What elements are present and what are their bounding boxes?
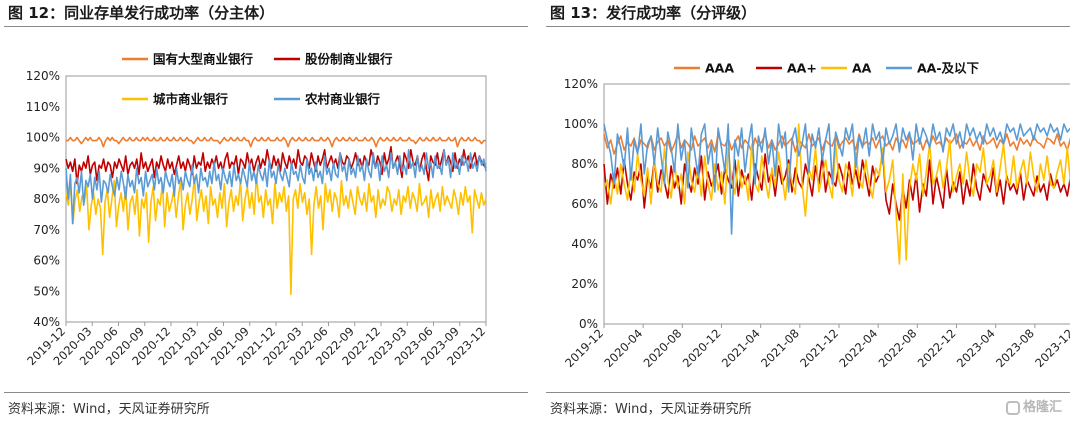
line-chart-by-entity: 40%50%60%70%80%90%100%110%120%2019-12202…	[24, 52, 488, 369]
y-tick-label: 60%	[571, 197, 598, 211]
legend-label: 农村商业银行	[304, 92, 381, 107]
x-tick-label: 2019-12	[562, 326, 606, 370]
x-tick-label: 2023-08	[993, 326, 1037, 370]
y-tick-label: 40%	[571, 237, 598, 251]
series-line	[603, 123, 1070, 235]
watermark: 格隆汇	[1005, 396, 1062, 415]
hexagon-logo-icon	[1005, 400, 1020, 415]
x-tick-label: 2020-04	[601, 326, 645, 370]
x-tick-label: 2023-12	[1032, 326, 1070, 370]
x-tick-label: 2020-08	[641, 326, 685, 370]
x-tick-label: 2022-08	[876, 326, 920, 370]
y-tick-label: 70%	[33, 223, 60, 237]
x-tick-label: 2021-04	[719, 326, 763, 370]
watermark-text: 格隆汇	[1022, 400, 1062, 415]
y-tick-label: 110%	[26, 100, 60, 114]
y-tick-label: 120%	[564, 77, 598, 91]
series-line	[65, 149, 487, 225]
y-tick-label: 80%	[33, 192, 60, 206]
figure-title: 图 13：发行成功率（分评级）	[550, 4, 757, 22]
x-tick-label: 2021-08	[758, 326, 802, 370]
legend-label: 股份制商业银行	[305, 52, 393, 67]
plot-frame	[603, 83, 1070, 325]
legend-label: AAA	[705, 61, 734, 76]
x-tick-label: 2022-12	[915, 326, 959, 370]
legend-label: AA	[852, 61, 872, 76]
source-divider	[4, 392, 528, 393]
series-line	[65, 173, 487, 296]
x-tick-label: 2021-12	[797, 326, 841, 370]
y-tick-label: 20%	[571, 277, 598, 291]
legend-label: AA-及以下	[917, 61, 980, 76]
y-tick-label: 120%	[26, 69, 60, 83]
figure-title: 图 12：同业存单发行成功率（分主体）	[8, 4, 275, 22]
line-chart-by-rating: 0%20%40%60%80%100%120%2019-122020-042020…	[562, 61, 1070, 370]
series-line	[603, 123, 1070, 265]
legend-label: 国有大型商业银行	[153, 52, 254, 67]
chart-panel-right: 图 13：发行成功率（分评级） 0% 20% 40% 60% 80% 100% 120% 20…	[546, 0, 1074, 422]
y-tick-label: 80%	[571, 157, 598, 171]
x-tick-label: 2022-04	[836, 326, 880, 370]
title-divider	[546, 26, 1070, 27]
x-tick-label: 2020-12	[680, 326, 724, 370]
source-note: 资料来源：Wind，天风证券研究所	[550, 402, 752, 417]
y-tick-label: 50%	[33, 284, 60, 298]
legend-label: 城市商业银行	[153, 92, 229, 107]
y-tick-label: 40%	[33, 315, 60, 329]
series-line	[66, 136, 486, 148]
y-tick-label: 0%	[579, 317, 598, 331]
source-note: 资料来源：Wind，天风证券研究所	[8, 402, 210, 417]
series-line	[603, 133, 1070, 155]
y-tick-label: 90%	[33, 161, 60, 175]
source-divider	[546, 392, 1070, 393]
title-divider	[4, 26, 528, 27]
y-tick-label: 60%	[33, 254, 60, 268]
x-tick-label: 2023-04	[954, 326, 998, 370]
y-tick-label: 100%	[26, 131, 60, 145]
chart-panel-left: 图 12：同业存单发行成功率（分主体） 40% 50% 60% 70% 80% 90% 10…	[4, 0, 532, 422]
y-tick-label: 100%	[564, 117, 598, 131]
legend-label: AA+	[787, 61, 817, 76]
series-line	[65, 145, 487, 185]
